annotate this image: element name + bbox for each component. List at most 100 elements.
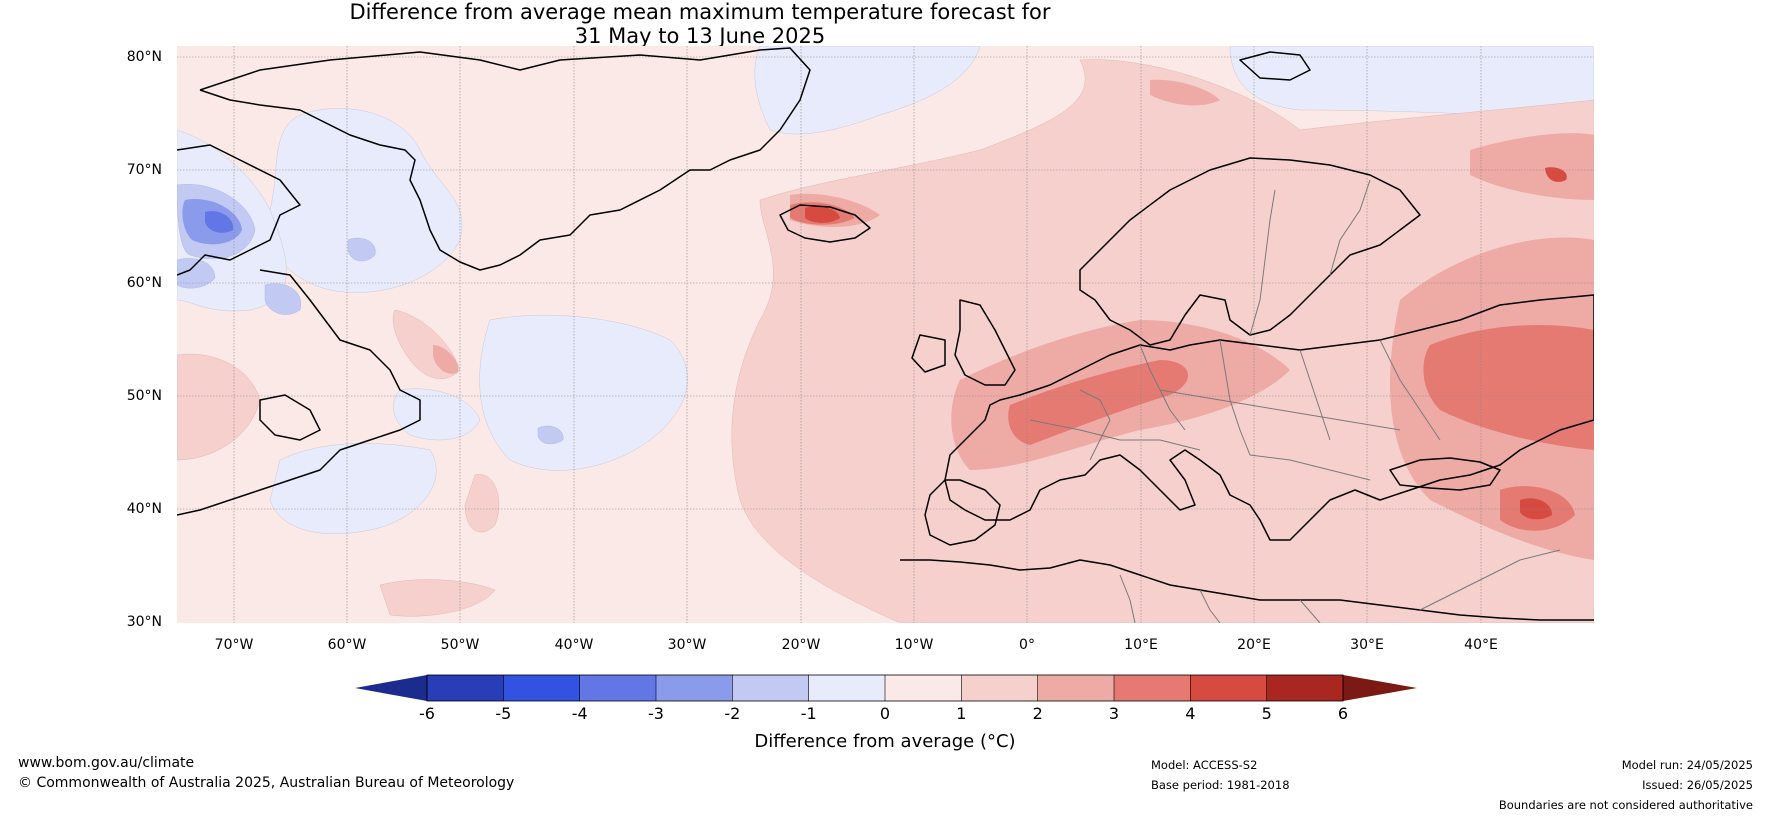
lon-label: 60°W [328,637,367,653]
coastline-british-isles [911,299,1016,386]
longitude-labels: 70°W 60°W 50°W 40°W 30°W 20°W 10°W 0° 10… [215,637,1498,653]
coastline-black-sea [1389,457,1501,491]
anomaly-region-cool-moderate [347,237,376,262]
colorbar-tick-label: 3 [1109,704,1119,723]
lon-label: 30°W [668,637,707,653]
colorbar-tick-label: 4 [1185,704,1195,723]
colorbar-segment [808,675,886,701]
map-title: Difference from average mean maximum tem… [0,0,1400,48]
border-line [1419,549,1561,611]
footer-copyright: © Commonwealth of Australia 2025, Austra… [18,775,515,791]
lon-label: 10°W [895,637,934,653]
border-line [1249,189,1276,336]
anomaly-region-cool [393,388,481,441]
colorbar-segment [656,675,733,701]
border-line [1159,389,1401,431]
lon-label: 70°W [215,637,254,653]
footer-disclaimer: Boundaries are not considered authoritat… [1498,798,1753,812]
colorbar-extension-high [1343,675,1417,701]
anomaly-region-cool [754,46,981,135]
lon-label: 40°W [555,637,594,653]
title-line-2: 31 May to 13 June 2025 [574,24,826,48]
coastline-iberia [924,479,1001,546]
border-line [1219,339,1251,456]
lat-label: 70°N [127,162,162,178]
anomaly-region-cool-moderate [537,425,564,445]
graticule [177,46,1594,623]
footer-issued: Issued: 26/05/2025 [1642,778,1753,792]
colorbar-tick-label: 5 [1262,704,1272,723]
border-line [1379,339,1441,441]
lon-label: 50°W [441,637,480,653]
lon-label: 10°E [1124,637,1158,653]
border-line [1119,574,1136,623]
map-field [177,46,1594,623]
anomaly-region-cool [479,314,688,471]
colorbar-tick-label: 6 [1338,704,1348,723]
coastline-svalbard [1239,51,1311,81]
border-line [1299,599,1321,623]
lon-label: 0° [1019,637,1035,653]
anomaly-region-cool-moderate [177,258,216,289]
footer-model-run: Model run: 24/05/2025 [1621,758,1753,772]
colorbar-segment [579,675,657,701]
coastline-scandinavia [1079,157,1421,346]
anomaly-region-cool-core [205,211,234,233]
colorbar: -6 -5 -4 -3 -2 -1 0 1 2 3 4 5 6 Difference from aver… [355,674,1417,752]
anomaly-region-cool-moderate [264,283,302,315]
lat-label: 50°N [127,388,162,404]
anomaly-region-warm-moderate [1470,133,1594,200]
colorbar-segment [427,675,504,701]
colorbar-tick-label: -2 [724,704,740,723]
colorbar-tick-label: -3 [648,704,664,723]
coastline-greenland [199,47,811,271]
colorbar-tick-label: 0 [880,704,890,723]
colorbar-extension-low [355,675,427,701]
colorbar-tick-label: 2 [1033,704,1043,723]
colorbar-tick-label: -4 [572,704,588,723]
colorbar-tick-label: -6 [419,704,435,723]
lon-label: 30°E [1350,637,1384,653]
anomaly-region-warm-moderate [1150,79,1220,106]
colorbar-segment [961,675,1039,701]
colorbar-segment [503,675,581,701]
border-line [1079,389,1111,461]
lat-label: 60°N [127,275,162,291]
colorbar-segment [1114,675,1191,701]
border-line [1329,179,1371,276]
title-line-1: Difference from average mean maximum tem… [349,0,1051,24]
colorbar-segment [1037,675,1115,701]
colorbar-segment [732,675,810,701]
lat-label: 40°N [127,501,162,517]
anomaly-region-warm [464,474,500,533]
colorbar-segment [1190,675,1268,701]
lat-label: 30°N [127,614,162,630]
coastline-baffin [177,144,301,276]
anomaly-region-cool [269,443,437,534]
footer-model: Model: ACCESS-S2 [1151,758,1258,772]
lon-label: 20°E [1237,637,1271,653]
coastline-europe-mainland [944,294,1594,541]
lon-label: 40°E [1464,637,1498,653]
colorbar-tick-label: -5 [495,704,511,723]
border-line [1029,419,1201,451]
country-borders [1029,179,1561,623]
latitude-labels: 80°N 70°N 60°N 50°N 40°N 30°N [127,49,162,630]
colorbar-segment [1266,675,1344,701]
border-line [1199,589,1221,623]
colorbar-label: Difference from average (°C) [754,731,1015,752]
anomaly-region-warm-moderate [433,345,459,374]
anomaly-region-warm [379,579,496,617]
footer-website: www.bom.gov.au/climate [18,755,195,771]
border-line [1299,349,1331,441]
colorbar-tick-label: 1 [956,704,966,723]
coastline-labrador [177,269,421,516]
border-line [1249,454,1371,481]
colorbar-tick-label: -1 [801,704,817,723]
lon-label: 20°W [782,637,821,653]
colorbar-segment [885,675,962,701]
coastline-iceland [779,204,871,243]
anomaly-region-warm-strong [1423,325,1594,450]
anomaly-region-warm-severe [1545,167,1567,182]
